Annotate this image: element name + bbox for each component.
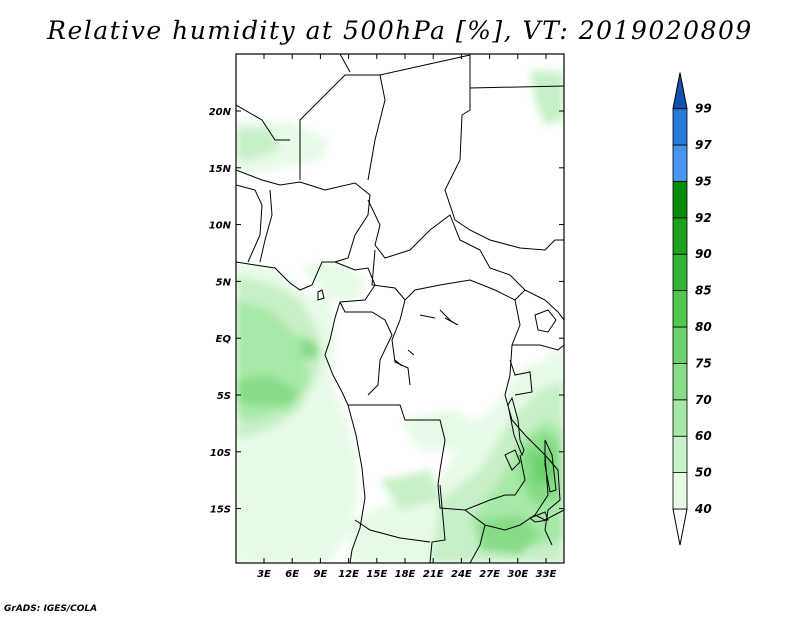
colorbar-label: 70: [695, 393, 712, 407]
colorbar: 40 50 60 70 75 80 85 90 92 95 97 99: [672, 72, 712, 546]
latitude-axis: 20N 15N 10N 5N EQ 5S 10S 15S: [209, 107, 564, 516]
colorbar-label: 92: [695, 211, 712, 225]
longitude-axis: 3E 6E 9E 12E 15E 18E 21E 24E 27E 30E 33E: [257, 54, 557, 580]
colorbar-label: 60: [695, 429, 712, 443]
colorbar-label: 80: [695, 320, 712, 334]
lon-tick-label: 24E: [451, 569, 472, 580]
colorbar-label: 99: [695, 102, 712, 116]
country-borders: [236, 54, 564, 563]
lat-tick-label: 5N: [216, 277, 232, 288]
colorbar-lower-triangle: [672, 508, 688, 546]
lat-tick-label: 20N: [209, 107, 232, 118]
lat-tick-label: 10S: [210, 448, 231, 459]
colorbar-label: 50: [695, 466, 712, 480]
lat-tick-label: 5S: [217, 391, 231, 402]
colorbar-box: [672, 435, 688, 474]
lon-tick-label: 18E: [395, 569, 416, 580]
map-frame: [235, 53, 565, 564]
map-title: Relative humidity at 500hPa [%], VT: 201…: [47, 16, 753, 45]
colorbar-label: 75: [695, 356, 712, 370]
lon-tick-label: 12E: [338, 569, 359, 580]
lon-tick-label: 6E: [285, 569, 299, 580]
lon-tick-label: 30E: [507, 569, 528, 580]
lon-tick-label: 21E: [423, 569, 444, 580]
lon-tick-label: 27E: [479, 569, 500, 580]
colorbar-box: [672, 217, 688, 255]
colorbar-box: [672, 362, 688, 401]
lat-tick-label: 15S: [210, 505, 231, 516]
credit-text: GrADS: IGES/COLA: [4, 604, 98, 614]
lon-tick-label: 33E: [536, 569, 557, 580]
lat-tick-label: EQ: [216, 334, 232, 345]
lon-tick-label: 3E: [257, 569, 271, 580]
colorbar-label: 90: [695, 247, 712, 261]
colorbar-label: 85: [695, 284, 712, 298]
colorbar-box: [672, 326, 688, 364]
colorbar-label: 40: [694, 502, 712, 516]
colorbar-label: 95: [695, 174, 712, 188]
lat-tick-label: 10N: [209, 221, 232, 232]
colorbar-label: 97: [695, 138, 712, 152]
colorbar-box: [672, 108, 688, 146]
colorbar-box: [672, 180, 688, 219]
colorbar-box: [672, 399, 688, 437]
lon-tick-label: 9E: [314, 569, 328, 580]
colorbar-box: [672, 144, 688, 182]
humidity-shading: [236, 70, 564, 563]
colorbar-upper-triangle: [672, 72, 688, 110]
colorbar-box: [672, 472, 688, 510]
lon-tick-label: 15E: [366, 569, 387, 580]
colorbar-box: [672, 290, 688, 328]
colorbar-box: [672, 253, 688, 291]
lat-tick-label: 15N: [209, 164, 232, 175]
